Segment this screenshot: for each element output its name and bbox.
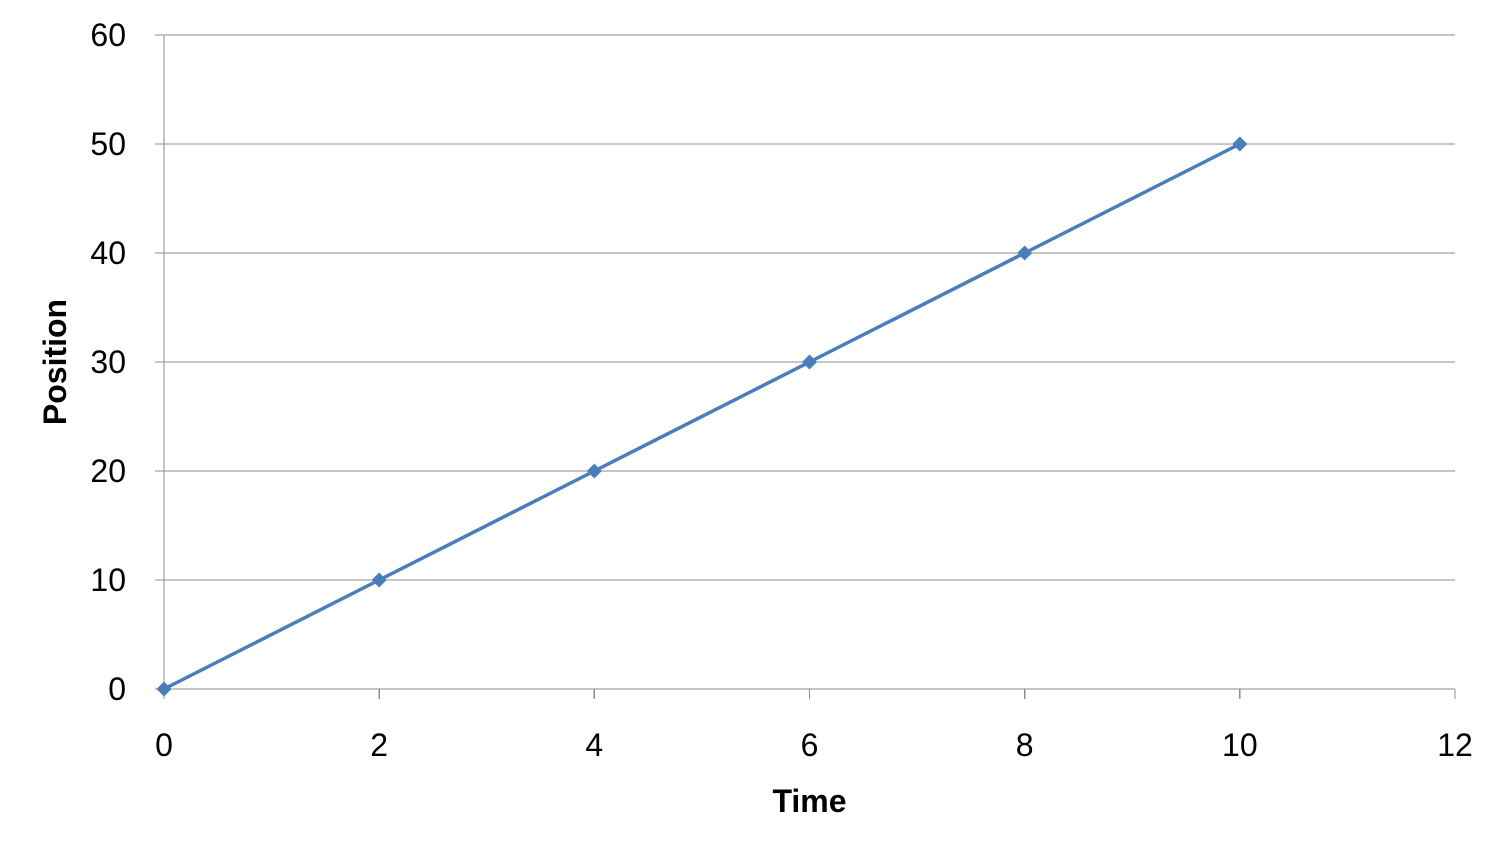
data-point-marker [586,463,602,479]
axes [155,34,1456,699]
y-tick-label: 40 [90,235,126,271]
y-axis-title: Position [37,299,73,425]
y-tick-label: 30 [90,344,126,380]
y-tick-label: 10 [90,562,126,598]
x-tick-label: 2 [370,727,388,763]
x-tick-label: 10 [1222,727,1258,763]
data-point-marker [371,572,387,588]
data-point-marker [156,681,172,697]
y-tick-label: 60 [90,17,126,53]
x-tick-label: 8 [1016,727,1034,763]
tick-labels: 0 10 20 30 40 50 60 0 2 4 6 8 10 12 [90,17,1472,763]
series-line [162,142,1242,691]
data-point-marker [802,354,817,370]
x-tick-label: 4 [585,727,603,763]
data-point-marker [1017,245,1033,261]
x-tick-label: 12 [1437,727,1473,763]
series [156,136,1248,697]
y-tick-label: 50 [90,126,126,162]
data-point-marker [1232,136,1248,152]
gridlines [164,34,1455,581]
y-tick-label: 20 [90,453,126,489]
x-tick-label: 6 [801,727,819,763]
x-axis-title: Time [772,783,846,819]
y-tick-label: 0 [108,671,126,707]
x-tick-label: 0 [155,727,173,763]
